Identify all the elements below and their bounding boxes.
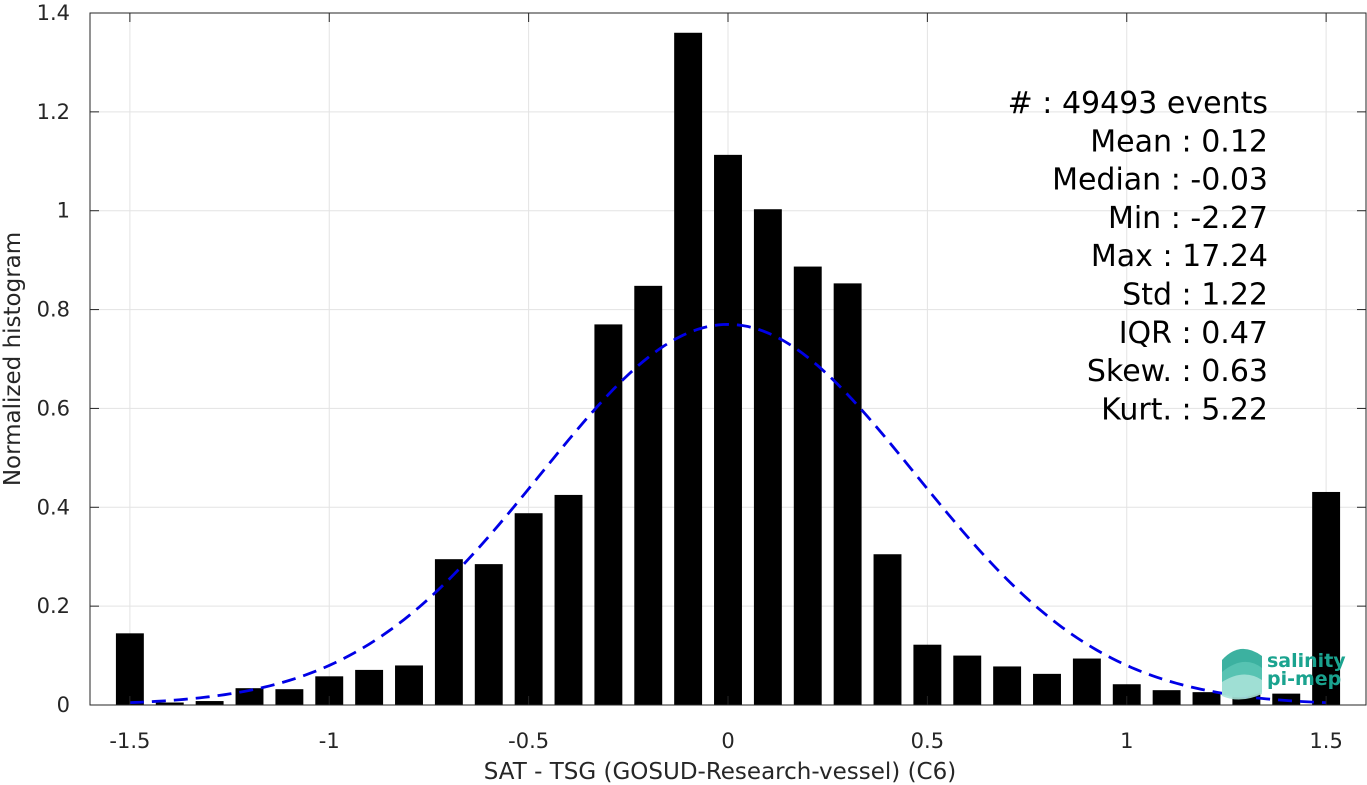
stats-line: Mean : 0.12	[1090, 124, 1268, 159]
stats-line: Std : 1.22	[1122, 278, 1268, 313]
stats-label: Median	[1052, 163, 1171, 198]
x-tick-label: 0	[721, 729, 734, 753]
histogram-bar	[155, 702, 184, 705]
y-tick-label: 0.4	[37, 495, 70, 519]
histogram-bar	[833, 283, 862, 705]
stats-label: #	[1008, 86, 1043, 121]
y-tick-label: 0.6	[37, 396, 70, 420]
logo-text-line2: pi-mep	[1267, 668, 1341, 690]
salinity-pi-mep-logo: salinity pi-mep	[1222, 648, 1346, 700]
stats-value: : 0.63	[1182, 354, 1268, 389]
histogram-bar	[674, 32, 703, 706]
stats-line: IQR : 0.47	[1119, 316, 1268, 351]
histogram-bar	[1152, 690, 1181, 705]
axis-ticks	[90, 12, 1366, 706]
stats-label: Skew.	[1087, 354, 1182, 389]
histogram-bar	[1312, 491, 1341, 705]
x-tick-label: 1	[1120, 729, 1133, 753]
stats-value: : 0.47	[1182, 316, 1268, 351]
histogram-bar	[1072, 658, 1101, 705]
stats-value: : 5.22	[1182, 392, 1268, 427]
x-tick-label: 0.5	[911, 729, 944, 753]
histogram-bars	[115, 32, 1341, 706]
histogram-bar	[1192, 692, 1221, 705]
histogram-bar	[913, 644, 942, 705]
histogram-bar	[514, 513, 543, 705]
wave-logo-icon	[1222, 648, 1262, 700]
stats-value: : 49493 events	[1042, 86, 1268, 121]
histogram-bar	[953, 655, 982, 705]
histogram-bar	[753, 209, 782, 705]
stats-label: Std	[1122, 278, 1181, 313]
y-tick-label: 0	[57, 693, 70, 717]
stats-line: Max : 17.24	[1091, 239, 1268, 274]
stats-value: : -2.27	[1171, 201, 1268, 236]
stats-line: Skew. : 0.63	[1087, 354, 1268, 389]
y-tick-labels: 0 0.2 0.4 0.6 0.8 1 1.2 1.4	[37, 1, 70, 717]
stats-value: : -0.03	[1171, 163, 1268, 198]
histogram-bar	[1033, 673, 1061, 705]
stats-line: Min : -2.27	[1108, 201, 1268, 236]
histogram-bar	[1112, 684, 1141, 705]
stats-value: : 17.24	[1162, 239, 1268, 274]
histogram-bar	[434, 559, 463, 705]
histogram-bar	[474, 564, 503, 705]
histogram-bar	[793, 266, 822, 705]
x-tick-label: -1.5	[109, 729, 150, 753]
stats-label: Max	[1091, 239, 1163, 274]
gaussian-fit-curve	[129, 322, 1327, 705]
logo-text-line1: salinity	[1267, 650, 1346, 672]
stats-line: Median : -0.03	[1052, 163, 1268, 198]
stats-label: Mean	[1090, 124, 1181, 159]
histogram-bar	[355, 669, 384, 705]
x-tick-label: -0.5	[508, 729, 549, 753]
x-tick-label: 1.5	[1309, 729, 1342, 753]
histogram-bar	[115, 633, 144, 705]
stats-label: Min	[1108, 201, 1171, 236]
y-tick-label: 1	[57, 199, 70, 223]
histogram-bar	[275, 689, 304, 705]
histogram-bar	[594, 324, 623, 705]
histogram-bar	[634, 285, 663, 705]
histogram-bar	[714, 154, 742, 706]
y-tick-label: 0.2	[37, 594, 70, 618]
x-axis-label: SAT - TSG (GOSUD-Research-vessel) (C6)	[484, 759, 956, 785]
histogram-bar	[554, 494, 583, 705]
stats-value: : 0.12	[1182, 124, 1268, 159]
x-tick-label: -1	[319, 729, 340, 753]
x-tick-labels: -1.5 -1 -0.5 0 0.5 1 1.5	[109, 729, 1342, 753]
y-axis-label: Normalized histogram	[0, 232, 26, 486]
histogram-bar	[993, 666, 1022, 705]
histogram-bar	[195, 701, 224, 705]
y-tick-label: 1.4	[37, 1, 70, 25]
stats-value: : 1.22	[1182, 278, 1268, 313]
stats-label: Kurt.	[1101, 392, 1181, 427]
stats-label: IQR	[1119, 316, 1182, 351]
histogram-bar	[395, 665, 423, 705]
stats-line: Kurt. : 5.22	[1101, 392, 1268, 427]
stats-line: # : 49493 events	[1008, 86, 1268, 121]
y-tick-label: 1.2	[37, 100, 70, 124]
y-tick-label: 0.8	[37, 298, 70, 322]
histogram-bar	[873, 554, 902, 705]
